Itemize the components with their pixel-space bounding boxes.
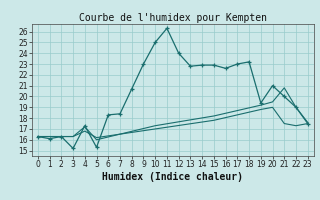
- Title: Courbe de l'humidex pour Kempten: Courbe de l'humidex pour Kempten: [79, 13, 267, 23]
- X-axis label: Humidex (Indice chaleur): Humidex (Indice chaleur): [102, 172, 243, 182]
